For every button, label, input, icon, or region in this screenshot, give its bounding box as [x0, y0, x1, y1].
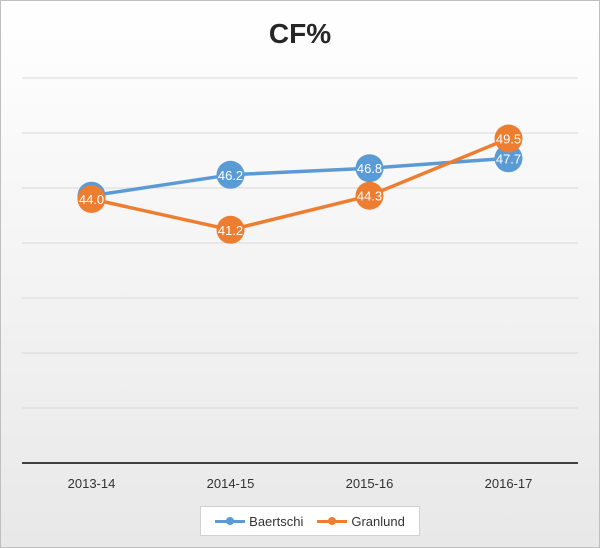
x-tick-label: 2016-17 — [485, 476, 533, 491]
data-point-granlund — [77, 185, 106, 213]
x-tick-label: 2015-16 — [346, 476, 394, 491]
legend-swatch-granlund — [317, 515, 348, 527]
data-point-granlund — [216, 215, 245, 244]
chart-title: CF% — [268, 18, 332, 49]
legend-item-baertschi: Baertschi — [215, 514, 303, 529]
legend-label-baertschi: Baertschi — [249, 513, 304, 529]
data-label-baertschi: 47.7 — [496, 151, 521, 166]
data-label-granlund: 41.2 — [218, 223, 243, 238]
data-point-baertschi — [355, 154, 384, 183]
series-line-granlund — [89, 136, 511, 232]
data-label-granlund: 44.0 — [79, 192, 104, 207]
data-label-baertschi: 46.8 — [357, 161, 382, 176]
data-point-baertschi — [494, 144, 523, 173]
legend-label-granlund: Granlund — [351, 513, 405, 529]
data-label-granlund: 49.5 — [496, 132, 521, 147]
data-point-granlund — [355, 181, 384, 210]
series-line-baertschi — [89, 156, 511, 198]
x-tick-label: 2014-15 — [207, 476, 255, 491]
data-label-baertschi: 46.2 — [218, 168, 243, 183]
data-point-granlund — [494, 124, 523, 153]
legend-item-granlund: Granlund — [317, 513, 405, 529]
legend: Baertschi Granlund — [200, 506, 420, 536]
data-point-baertschi — [216, 160, 245, 189]
legend-swatch-baertschi — [215, 515, 246, 527]
x-tick-label: 2013-14 — [68, 476, 116, 491]
data-label-granlund: 44.3 — [357, 189, 382, 204]
